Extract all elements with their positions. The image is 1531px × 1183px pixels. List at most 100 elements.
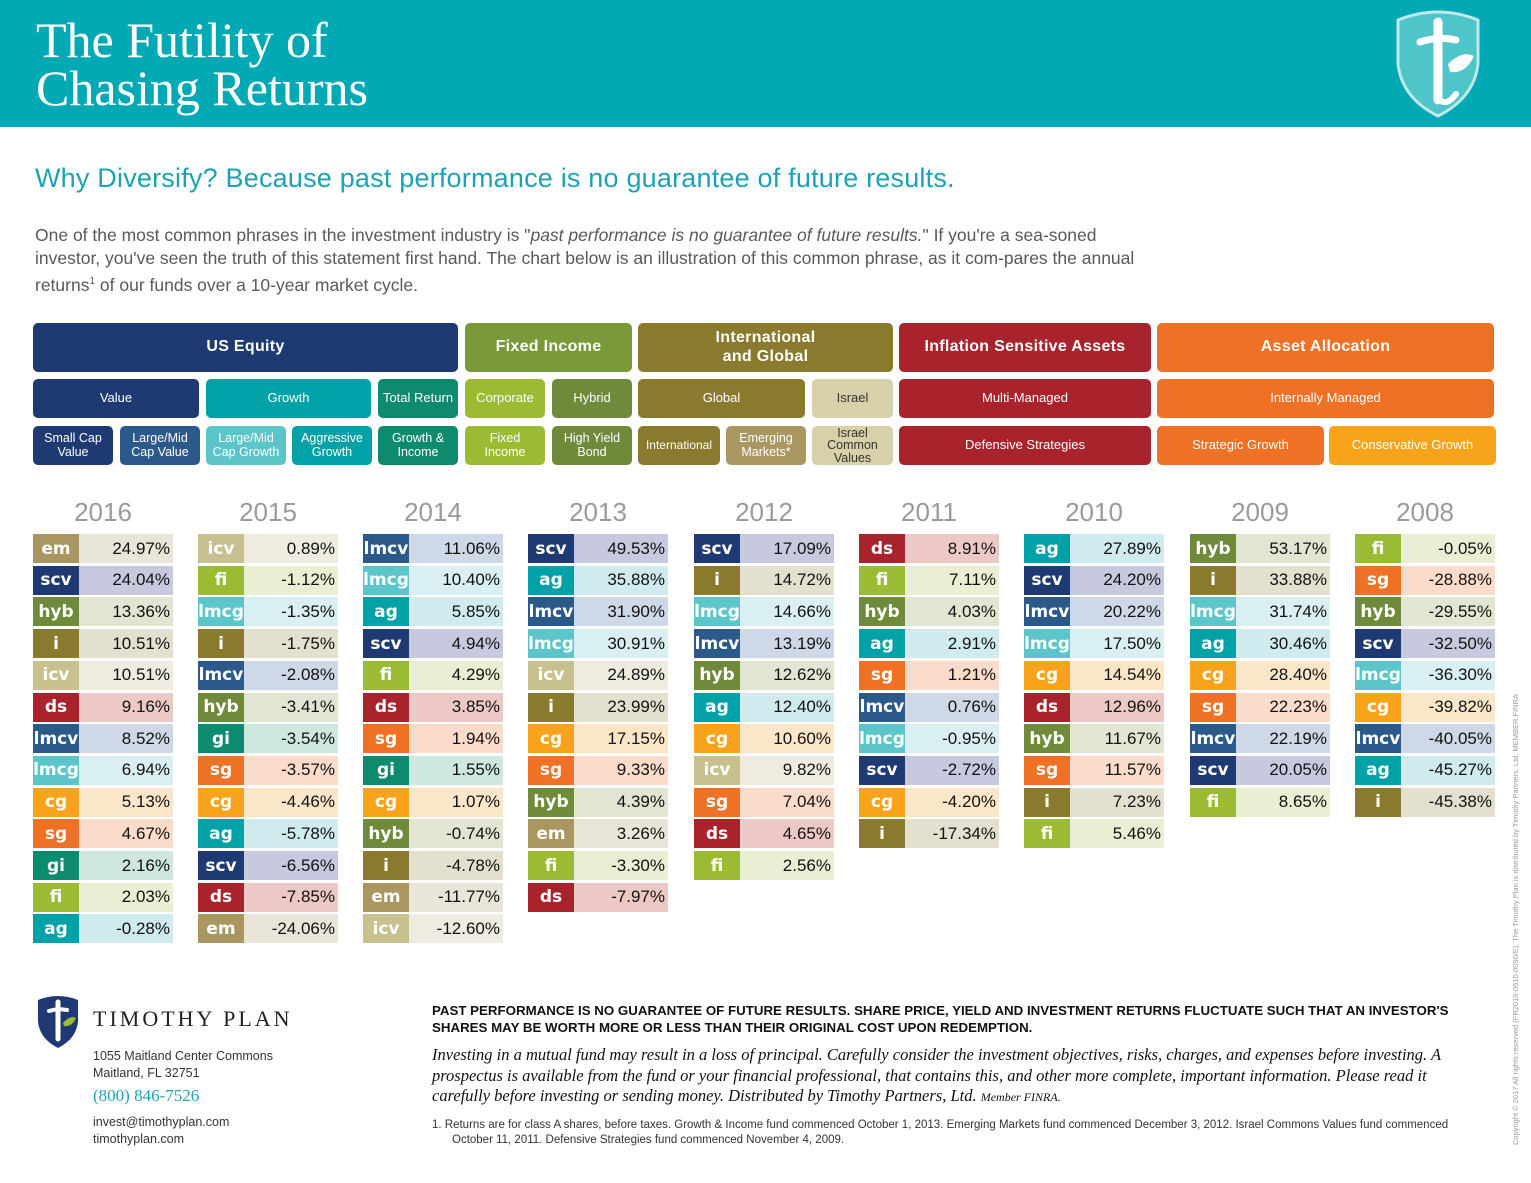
return-value: -4.78% [409, 851, 503, 880]
fund-code: hyb [1190, 534, 1236, 563]
return-value: 17.09% [740, 534, 834, 563]
return-row-2012-cg: cg 10.60% [694, 724, 834, 754]
footer-website-link[interactable]: timothyplan.com [93, 1132, 185, 1146]
return-value: 10.40% [409, 565, 503, 595]
fund-code: i [1190, 565, 1236, 595]
return-value: 9.16% [79, 692, 173, 722]
intro-part-3: of our funds over a 10-year market cycle… [95, 274, 418, 295]
fund-code: i [33, 629, 79, 659]
return-value: -2.08% [244, 660, 338, 690]
return-value: 17.15% [574, 724, 668, 754]
return-value: 11.06% [409, 534, 503, 563]
year-label-2011: 2011 [901, 497, 957, 527]
return-row-2014-gi: gi 1.55% [363, 755, 503, 785]
return-value: 7.04% [740, 787, 834, 817]
return-row-2016-em: em 24.97% [33, 534, 173, 563]
year-label-2013: 2013 [569, 497, 627, 527]
fund-code: ag [694, 692, 740, 722]
return-value: 24.04% [79, 565, 173, 595]
return-row-2010-sg: sg 11.57% [1024, 755, 1164, 785]
return-row-2011-sg: sg 1.21% [859, 660, 999, 690]
return-row-2016-gi: gi 2.16% [33, 851, 173, 880]
return-value: 20.22% [1070, 597, 1164, 627]
disclaimer-italic: Investing in a mutual fund may result in… [432, 1045, 1472, 1108]
return-row-2016-icv: icv 10.51% [33, 660, 173, 690]
return-row-2010-lmcg: lmcg 17.50% [1024, 629, 1164, 659]
fund-conservative-growth: Conservative Growth [1329, 426, 1496, 465]
fund-code: sg [1190, 692, 1236, 722]
fund-code: scv [198, 851, 244, 880]
fund-code: cg [694, 724, 740, 754]
header-international-global: International and Global [638, 323, 893, 372]
return-value: 23.99% [574, 692, 668, 722]
footer-email-link[interactable]: invest@timothyplan.com [93, 1115, 230, 1129]
fund-code: lmcv [1190, 724, 1236, 754]
return-row-2013-i: i 23.99% [528, 692, 668, 722]
fund-code: hyb [859, 597, 905, 627]
header-fixed-income: Fixed Income [465, 323, 632, 372]
footer-address-line-1: 1055 Maitland Center Commons [93, 1049, 273, 1063]
return-value: 9.82% [740, 755, 834, 785]
return-value: 35.88% [574, 565, 668, 595]
return-value: -3.57% [244, 755, 338, 785]
return-row-2012-fi: fi 2.56% [694, 851, 834, 880]
return-row-2010-hyb: hyb 11.67% [1024, 724, 1164, 754]
fund-code: ag [198, 819, 244, 849]
return-value: -45.38% [1401, 787, 1495, 817]
return-value: -4.46% [244, 787, 338, 817]
fund-code: sg [33, 819, 79, 849]
return-row-2014-sg: sg 1.94% [363, 724, 503, 754]
fund-code: cg [1190, 660, 1236, 690]
return-row-2013-ds: ds -7.97% [528, 882, 668, 912]
return-value: 4.29% [409, 660, 503, 690]
return-value: -40.05% [1401, 724, 1495, 754]
fund-code: fi [1190, 787, 1236, 817]
footer-phone[interactable]: (800) 846-7526 [93, 1086, 200, 1105]
fund-code: fi [528, 851, 574, 880]
fund-code: ag [1190, 629, 1236, 659]
fund-code: scv [1024, 565, 1070, 595]
return-row-2015-sg: sg -3.57% [198, 755, 338, 785]
return-row-2016-cg: cg 5.13% [33, 787, 173, 817]
return-row-2009-hyb: hyb 53.17% [1190, 534, 1330, 563]
return-value: -3.30% [574, 851, 668, 880]
fund-code: gi [198, 724, 244, 754]
return-row-2015-ds: ds -7.85% [198, 882, 338, 912]
return-row-2016-hyb: hyb 13.36% [33, 597, 173, 627]
disclaimer-bold: PAST PERFORMANCE IS NO GUARANTEE OF FUTU… [432, 1003, 1449, 1035]
return-row-2014-lmcv: lmcv 11.06% [363, 534, 503, 563]
return-row-2009-scv: scv 20.05% [1190, 755, 1330, 785]
subheader-global: Global [638, 379, 805, 418]
return-value: 2.91% [905, 629, 999, 659]
fund-code: lmcv [528, 597, 574, 627]
fund-code: cg [1355, 692, 1401, 722]
return-row-2009-fi: fi 8.65% [1190, 787, 1330, 817]
return-value: 4.65% [740, 819, 834, 849]
return-row-2015-em: em -24.06% [198, 914, 338, 944]
fund-code: lmcg [198, 597, 244, 627]
fund-code: ds [859, 534, 905, 563]
return-row-2014-cg: cg 1.07% [363, 787, 503, 817]
fund-code: icv [198, 534, 244, 563]
intro-paragraph: One of the most common phrases in the in… [35, 224, 1155, 297]
subheader-internally-managed: Internally Managed [1157, 379, 1494, 418]
return-value: -7.85% [244, 882, 338, 912]
year-label-2014: 2014 [404, 497, 462, 527]
return-value: 5.46% [1070, 819, 1164, 849]
return-value: 13.36% [79, 597, 173, 627]
return-value: 8.65% [1236, 787, 1330, 817]
return-row-2011-lmcg: lmcg -0.95% [859, 724, 999, 754]
return-row-2008-lmcg: lmcg -36.30% [1355, 660, 1495, 690]
return-row-2009-ag: ag 30.46% [1190, 629, 1330, 659]
return-value: 5.13% [79, 787, 173, 817]
fund-code: lmcv [33, 724, 79, 754]
fund-aggressive-growth: Aggressive Growth [292, 426, 372, 465]
return-value: -1.75% [244, 629, 338, 659]
return-row-2016-fi: fi 2.03% [33, 882, 173, 912]
return-value: -32.50% [1401, 629, 1495, 659]
return-row-2015-cg: cg -4.46% [198, 787, 338, 817]
return-row-2014-em: em -11.77% [363, 882, 503, 912]
subheader-hybrid: Hybrid [552, 379, 632, 418]
fund-code: fi [198, 565, 244, 595]
return-row-2009-cg: cg 28.40% [1190, 660, 1330, 690]
